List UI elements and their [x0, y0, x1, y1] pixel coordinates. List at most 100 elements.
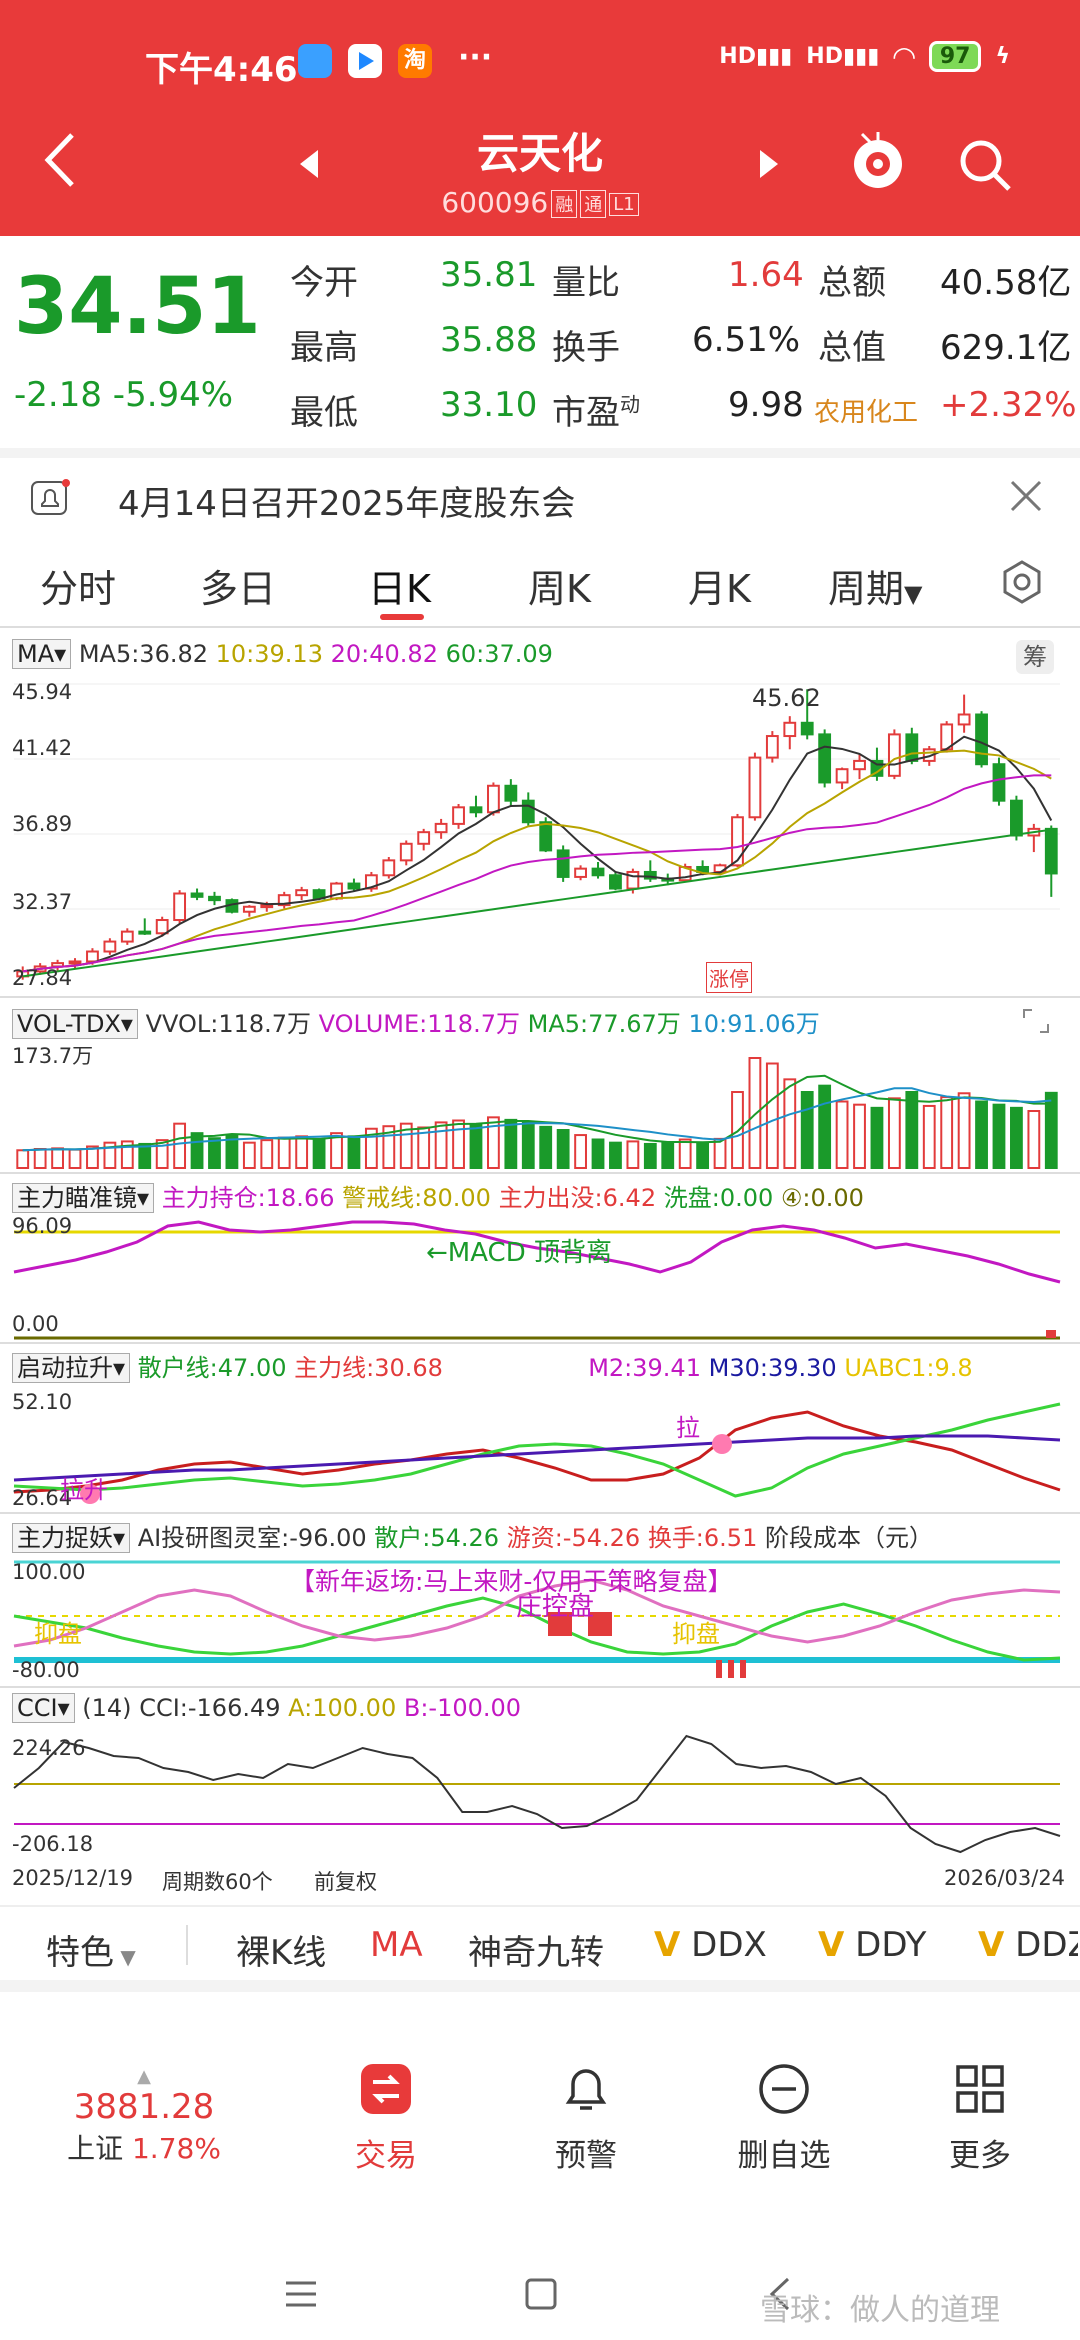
feature-nine[interactable]: 神奇九转 — [468, 1933, 604, 1973]
tab-rik[interactable]: 日K — [368, 567, 431, 611]
back-nav-icon[interactable] — [766, 2275, 792, 2313]
main-hold-line — [13, 1220, 1061, 1284]
feature-ddz[interactable]: V DDZ — [978, 1925, 1078, 1965]
divider — [0, 1686, 1080, 1688]
lasheng-mark: 拉升 — [60, 1476, 108, 1504]
close-icon[interactable] — [1008, 478, 1044, 514]
volume-bar — [295, 1135, 309, 1169]
candle-body — [905, 733, 919, 762]
charging-icon: ϟ — [995, 44, 1010, 69]
candle-body — [155, 919, 169, 935]
volume-bar — [330, 1132, 343, 1169]
signal-tick — [716, 1660, 722, 1678]
vol-selector[interactable]: VOL-TDX▾ — [12, 1009, 138, 1039]
volume-bar — [713, 1137, 727, 1170]
candle-body — [835, 768, 849, 784]
divider — [186, 1925, 188, 1965]
feature-ddx[interactable]: V DDX — [654, 1925, 767, 1965]
sector-link[interactable]: 农用化工 — [814, 398, 919, 428]
mktcap-value: 629.1亿 — [940, 328, 1072, 368]
qdls-y-bot: 26.64 — [12, 1486, 73, 1510]
feature-special[interactable]: 特色 ▼ — [46, 1933, 136, 1973]
m-line — [13, 1434, 1061, 1482]
tab-yuek[interactable]: 月K — [688, 567, 751, 611]
mktcap-label: 总值 — [818, 328, 886, 368]
feature-ddy[interactable]: V DDY — [818, 1925, 927, 1965]
candle-body — [748, 756, 762, 819]
qdls-legend: 启动拉升▾ 散户线:47.00 主力线:30.68 M2:39.41 M30:3… — [12, 1348, 1078, 1383]
menu-icon[interactable] — [284, 2279, 318, 2309]
current-price: 34.51 — [14, 262, 261, 352]
feature-naked-k[interactable]: 裸K线 — [236, 1933, 327, 1973]
home-icon[interactable] — [524, 2277, 558, 2311]
volume-bar — [870, 1106, 884, 1170]
volume-bar — [417, 1126, 431, 1169]
zlmz-chart[interactable] — [0, 1212, 1080, 1342]
divider — [0, 626, 1080, 628]
volume-bar — [242, 1141, 256, 1169]
nav-trade[interactable]: 交易 — [286, 2062, 486, 2175]
volume-bar — [853, 1103, 866, 1169]
candlestick-chart[interactable] — [0, 676, 1080, 996]
play-app-icon — [348, 44, 382, 78]
tab-zhouqi[interactable]: 周期▼ — [828, 567, 923, 611]
active-tab-indicator — [380, 614, 424, 620]
divider — [0, 996, 1080, 998]
robot-assistant-icon[interactable] — [848, 130, 908, 194]
volume-bar — [434, 1121, 448, 1169]
zlzy-chart[interactable] — [0, 1556, 1080, 1686]
chip-button[interactable]: 筹 — [1016, 640, 1054, 674]
tag-l1: L1 — [609, 192, 639, 216]
volume-bar — [120, 1140, 134, 1170]
volume-chart[interactable] — [0, 1040, 1080, 1170]
notice-bar[interactable]: 4月14日召开2025年度股东会 — [0, 448, 1080, 542]
cci-selector[interactable]: CCI▾ — [12, 1693, 75, 1723]
nav-remove-watch[interactable]: 删自选 — [684, 2062, 884, 2175]
volume-bar — [225, 1134, 239, 1170]
prev-stock-icon[interactable] — [300, 150, 318, 178]
cci-y-bot: -206.18 — [12, 1832, 94, 1856]
amount-value: 40.58亿 — [940, 263, 1072, 303]
zlzy-y-bot: -80.00 — [12, 1658, 80, 1682]
heart-marker — [712, 1434, 732, 1454]
battery-level: 97 — [928, 41, 982, 72]
search-icon[interactable] — [955, 135, 1015, 195]
candle-body — [643, 870, 657, 880]
ma20-line — [22, 774, 1052, 973]
tab-fenshi[interactable]: 分时 — [40, 567, 117, 611]
index-value: 3881.28 — [73, 2087, 215, 2127]
sanhu-line — [13, 1402, 1061, 1498]
volume-bar — [208, 1137, 221, 1169]
volume-bar — [626, 1140, 640, 1170]
candle-body — [539, 821, 553, 852]
candle-body — [417, 831, 431, 845]
ma-selector[interactable]: MA▾ — [12, 639, 72, 669]
feature-ma[interactable]: MA — [370, 1925, 423, 1965]
qdls-selector[interactable]: 启动拉升▾ — [12, 1353, 131, 1383]
back-arrow-icon[interactable] — [40, 130, 80, 190]
bottom-nav: ▲ 3881.28 上证 1.78% 交易 预警 删自选 更多 — [0, 2020, 1080, 2220]
candle-body — [173, 892, 187, 922]
tab-duori[interactable]: 多日 — [200, 567, 277, 611]
zlzy-selector[interactable]: 主力捉妖▾ — [12, 1523, 131, 1553]
next-stock-icon[interactable] — [760, 150, 778, 178]
volume-bar — [364, 1127, 378, 1169]
nav-alert[interactable]: 预警 — [486, 2062, 686, 2175]
zlmz-selector[interactable]: 主力瞄准镜▾ — [12, 1183, 155, 1213]
y-tick-1: 45.94 — [12, 680, 73, 704]
qdls-chart[interactable] — [0, 1384, 1080, 1514]
yipan-mark-1: 抑盘 — [34, 1620, 82, 1648]
index-widget[interactable]: ▲ 3881.28 上证 1.78% — [44, 2066, 244, 2167]
wifi-icon: ◠ — [893, 40, 915, 73]
candle-body — [887, 733, 901, 777]
watermark: 雪球：做人的道理 — [760, 2293, 1000, 2328]
tab-zhouk[interactable]: 周K — [528, 567, 591, 611]
volume-bar — [33, 1148, 47, 1169]
candle-body — [103, 940, 117, 953]
volume-bar — [591, 1138, 605, 1170]
nav-more[interactable]: 更多 — [880, 2062, 1080, 2175]
limit-up-badge: 涨停 — [706, 962, 752, 993]
expand-icon[interactable] — [1018, 1004, 1054, 1038]
settings-icon[interactable] — [998, 558, 1046, 606]
cci-chart[interactable] — [0, 1728, 1080, 1858]
